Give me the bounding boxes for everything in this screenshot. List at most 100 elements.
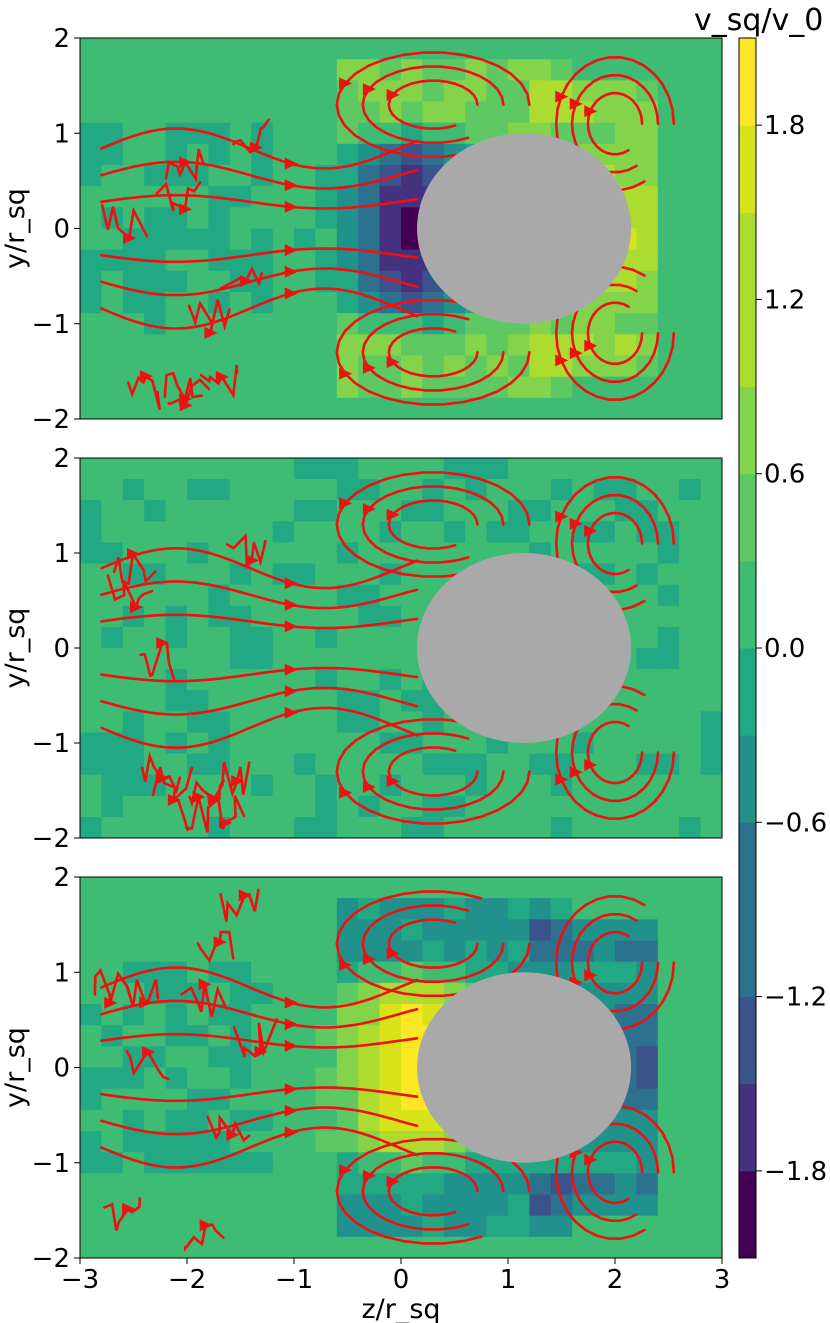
heatmap-cell xyxy=(165,80,188,103)
streamline-arrow xyxy=(362,361,376,374)
heatmap-cell xyxy=(101,648,124,670)
heatmap-cell xyxy=(679,397,702,419)
heatmap-cell xyxy=(80,1046,102,1069)
panel-top: 2 1 0 −1 −2 y/r_sq xyxy=(0,24,723,435)
heatmap-cell xyxy=(422,961,445,984)
heatmap-cell xyxy=(315,1067,338,1090)
heatmap-cell xyxy=(101,711,124,734)
heatmap-cell xyxy=(187,355,209,378)
heatmap-cell xyxy=(144,458,167,480)
heatmap-cell xyxy=(465,479,488,501)
heatmap-cell xyxy=(315,479,338,501)
heatmap-cell xyxy=(358,458,381,480)
heatmap-cell xyxy=(294,334,316,357)
heatmap-cell xyxy=(315,165,338,187)
streamline xyxy=(103,1197,142,1231)
heatmap-cell xyxy=(251,1067,274,1090)
heatmap-cell xyxy=(101,1215,124,1238)
heatmap-cell xyxy=(657,877,680,899)
heatmap-cell xyxy=(251,732,274,755)
heatmap-cell xyxy=(315,355,338,378)
heatmap-cell xyxy=(636,816,659,838)
streamline-arrow xyxy=(555,354,569,367)
heatmap-cell xyxy=(229,207,252,230)
heatmap-cell xyxy=(294,961,316,984)
heatmap-cell xyxy=(272,479,295,501)
y-axis-label-bottom: y/r_sq xyxy=(0,1027,31,1108)
heatmap-cell xyxy=(615,1004,637,1026)
heatmap-cell xyxy=(679,207,702,230)
colorbar-tick-label: 0.6 xyxy=(764,460,805,490)
heatmap-cell xyxy=(422,38,445,60)
heatmap-cell xyxy=(572,458,595,480)
heatmap-cell xyxy=(636,732,659,755)
heatmap-cell xyxy=(144,1004,167,1026)
heatmap-cell xyxy=(122,753,145,776)
heatmap-cell xyxy=(272,59,295,81)
heatmap-cell xyxy=(144,919,167,942)
heatmap-cell xyxy=(358,1067,381,1090)
heatmap-cell xyxy=(657,961,680,984)
streamline-arrow xyxy=(339,367,353,380)
heatmap-cell xyxy=(336,334,359,357)
heatmap-cell xyxy=(529,816,552,838)
heatmap-cell xyxy=(572,397,595,419)
streamline xyxy=(206,1113,251,1143)
heatmap-cell xyxy=(443,479,466,501)
heatmap-cell xyxy=(336,292,359,314)
heatmap-cell xyxy=(358,397,381,419)
streamline-arrow xyxy=(104,996,118,1009)
heatmap-cell xyxy=(422,334,445,357)
streamline xyxy=(219,888,260,922)
heatmap-cell xyxy=(315,563,338,586)
heatmap-cell xyxy=(422,500,445,522)
streamline-arrow xyxy=(284,200,298,213)
streamline-arrow xyxy=(129,601,143,614)
heatmap-cell xyxy=(187,1152,209,1174)
x-tick-label: 3 xyxy=(714,1265,731,1295)
heatmap-cell xyxy=(229,355,252,378)
heatmap-cell xyxy=(679,1173,702,1196)
heatmap-cell xyxy=(358,732,381,755)
heatmap-cell xyxy=(80,458,102,480)
heatmap-cell xyxy=(101,940,124,963)
heatmap-cell xyxy=(294,563,316,586)
streamline-arrow xyxy=(284,706,298,719)
heatmap-cell xyxy=(122,1067,145,1090)
heatmap-cell xyxy=(315,982,338,1005)
heatmap-cell xyxy=(315,795,338,818)
streamline-arrow xyxy=(284,1104,298,1117)
heatmap-cell xyxy=(593,774,616,797)
heatmap-cell xyxy=(529,919,552,942)
heatmap-cell xyxy=(144,1067,167,1090)
heatmap-cell xyxy=(529,38,552,60)
heatmap-cell xyxy=(465,1194,488,1217)
heatmap-cell xyxy=(700,982,722,1005)
heatmap-cell xyxy=(700,816,722,838)
heatmap-cell xyxy=(657,542,680,565)
streamline-arrow xyxy=(139,996,153,1009)
heatmap-cell xyxy=(80,877,102,899)
heatmap-cell xyxy=(294,1046,316,1069)
heatmap-cell xyxy=(272,940,295,963)
heatmap-cell xyxy=(251,228,274,251)
streamline-arrow xyxy=(584,969,598,982)
heatmap-cell xyxy=(336,669,359,691)
heatmap-cell xyxy=(358,1236,381,1258)
heatmap-cell xyxy=(208,1067,231,1090)
heatmap-cell xyxy=(144,38,167,60)
heatmap-cell xyxy=(272,1152,295,1174)
heatmap-cell xyxy=(401,249,423,272)
colorbar-tick-label: 0.0 xyxy=(764,634,805,664)
heatmap-cell xyxy=(700,1173,722,1196)
heatmap-cell xyxy=(422,122,445,145)
heatmap-cell xyxy=(272,313,295,335)
streamline-arrow xyxy=(215,370,229,383)
streamline xyxy=(335,298,531,406)
streamline-arrow xyxy=(362,502,376,515)
streamline-arrow xyxy=(362,83,376,96)
heatmap-cell xyxy=(165,270,188,293)
heatmap-cell xyxy=(401,690,423,712)
heatmap-cell xyxy=(615,919,637,942)
heatmap-cell xyxy=(700,1109,722,1132)
